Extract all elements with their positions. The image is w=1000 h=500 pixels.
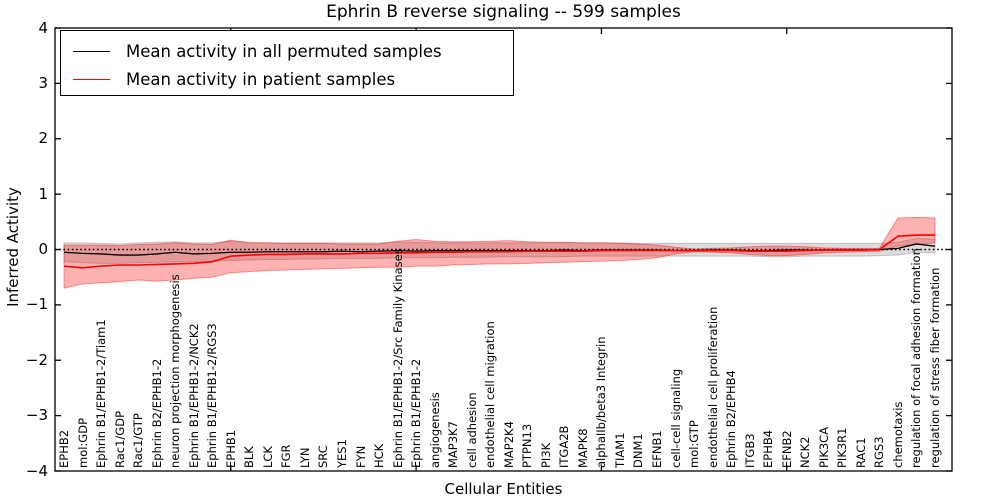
x-tick-label: cell-cell signaling (668, 368, 683, 468)
x-tick-label: PIK3CA (816, 426, 831, 468)
y-tick-label: −3 (25, 406, 48, 425)
x-tick-label: EPHB2 (57, 429, 71, 468)
x-tick-label: Ephrin B2/EPHB1-2 (149, 358, 164, 468)
x-tick-label: MAPK8 (575, 428, 590, 468)
legend-item-permuted: Mean activity in all permuted samples (61, 37, 442, 65)
x-tick-label: EFNB2 (779, 430, 794, 468)
x-tick-label: HCK (372, 443, 387, 468)
x-tick-label: Rac1/GDP (112, 410, 127, 468)
x-tick-label: DNM1 (631, 433, 646, 468)
x-tick-label: MAP3K7 (446, 421, 461, 468)
legend-label: Mean activity in all permuted samples (126, 41, 442, 61)
x-tick-label: neuron projection morphogenesis (168, 274, 183, 468)
x-tick-label: regulation of focal adhesion formation (909, 248, 924, 468)
x-tick-label: YES1 (334, 439, 349, 468)
y-tick-label: 3 (38, 73, 48, 92)
x-tick-label: Rac1/GTP (131, 413, 146, 468)
x-tick-label: BLK (242, 446, 257, 468)
x-tick-label: endothelial cell proliferation (705, 306, 720, 468)
x-tick-label: Ephrin B1/EPHB1-2/Src Family Kinases (390, 248, 405, 468)
x-tick-label: EPHB4 (761, 429, 776, 468)
x-tick-label: PTPN13 (520, 423, 535, 468)
legend: Mean activity in all permuted samples Me… (60, 30, 514, 96)
legend-label: Mean activity in patient samples (126, 69, 396, 89)
x-tick-label: mol:GTP (687, 420, 702, 468)
y-tick-label: 0 (38, 240, 48, 258)
x-tick-label: RGS3 (872, 436, 887, 468)
x-tick-label: cell adhesion (464, 392, 479, 468)
x-tick-label: ITGA2B (557, 425, 572, 468)
x-tick-label: PI3K (538, 442, 553, 468)
x-tick-label: angiogenesis (427, 392, 442, 468)
legend-line-red (73, 78, 110, 80)
x-tick-label: NCK2 (798, 436, 813, 469)
x-tick-label: PIK3R1 (835, 427, 850, 469)
legend-item-patient: Mean activity in patient samples (61, 65, 395, 93)
legend-line-black (73, 50, 110, 52)
x-tick-label: MAP2K4 (501, 421, 516, 468)
y-tick-label: 1 (38, 184, 48, 203)
y-tick-label: 2 (38, 129, 48, 148)
y-tick-label: −1 (25, 295, 48, 314)
x-tick-label: SRC (316, 445, 331, 468)
chart-title: Ephrin B reverse signaling -- 599 sample… (326, 2, 681, 22)
x-tick-label: Ephrin B1/EPHB1-2/RGS3 (205, 323, 220, 468)
x-tick-label: alphaIIb/beta3 Integrin (594, 336, 609, 468)
x-tick-label: Ephrin B1/EPHB1-2/Tiam1 (94, 319, 109, 468)
x-tick-label: Ephrin B1/EPHB1-2 (409, 358, 424, 468)
x-tick-label: mol:GDP (75, 417, 90, 468)
x-tick-label: ITGB3 (742, 433, 757, 468)
x-tick-label: endothelial cell migration (483, 321, 498, 468)
x-tick-label: LYN (297, 447, 312, 468)
y-tick-label: −2 (25, 350, 48, 369)
x-tick-label: Ephrin B2/EPHB4 (724, 370, 739, 468)
x-tick-label: regulation of stress fiber formation (928, 267, 942, 468)
x-tick-label: TIAM1 (612, 432, 627, 468)
x-tick-label: chemotaxis (890, 401, 905, 468)
y-tick-label: 4 (38, 18, 48, 37)
x-tick-label: RAC1 (853, 437, 868, 468)
x-tick-label: EFNB1 (650, 430, 665, 468)
y-tick-label: −4 (25, 461, 48, 480)
x-tick-label: LCK (260, 446, 275, 468)
x-tick-label: EPHB1 (223, 429, 238, 468)
x-tick-label: FGR (279, 444, 294, 468)
x-tick-label: Ephrin B1/EPHB1-2/NCK2 (186, 323, 201, 468)
x-tick-label: FYN (353, 445, 368, 468)
x-axis-title: Cellular Entities (444, 480, 563, 498)
